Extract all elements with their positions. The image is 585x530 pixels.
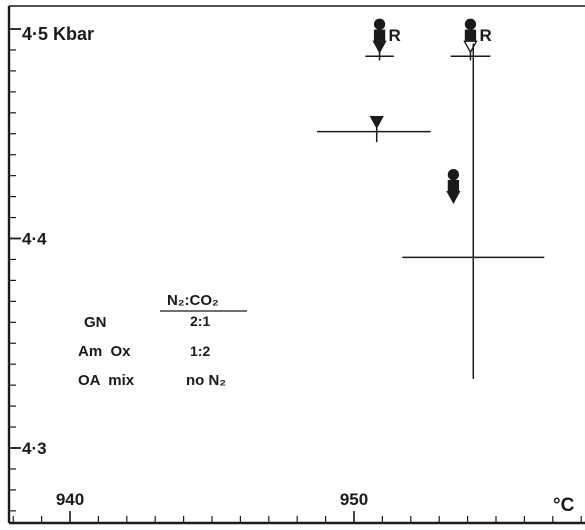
data-point xyxy=(317,116,431,143)
legend-ratio-oamix: no N₂ xyxy=(186,372,226,389)
filled-triangle-marker xyxy=(369,116,384,130)
legend-name-gn: GN xyxy=(84,314,107,331)
legend: N₂:CO₂ GN 2:1 Am Ox 1:2 OA mix no N₂ xyxy=(78,292,247,389)
data-point: R xyxy=(450,18,492,61)
filled-square-marker xyxy=(464,29,477,41)
filled-square-marker xyxy=(447,179,460,192)
legend-name-oamix: OA mix xyxy=(78,372,135,389)
x-tick-label: 940 xyxy=(56,490,84,509)
filled-triangle-marker xyxy=(446,190,461,204)
data-point xyxy=(446,168,461,204)
x-unit-label: °C xyxy=(553,495,575,516)
y-tick-label: 4·4 xyxy=(22,230,47,249)
open-triangle-marker xyxy=(463,40,478,54)
point-label: R xyxy=(389,26,401,45)
tick-labels: 9409509609704·34·4 xyxy=(22,230,368,510)
data-point: R xyxy=(365,18,401,61)
filled-triangle-marker xyxy=(372,40,387,54)
legend-ratio-amox: 1:2 xyxy=(190,343,210,359)
data-point xyxy=(402,43,545,379)
legend-name-amox: Am Ox xyxy=(78,343,131,360)
axes xyxy=(7,5,585,525)
point-label: R xyxy=(479,26,491,45)
filled-square-marker xyxy=(373,29,386,41)
x-tick-label: 950 xyxy=(340,490,368,509)
ticks xyxy=(9,28,582,523)
y-top-label: 4·5 Kbar xyxy=(22,24,94,44)
y-tick-label: 4·3 xyxy=(22,439,47,458)
filled-circle-marker xyxy=(464,18,477,30)
filled-circle-marker xyxy=(373,18,386,30)
legend-ratio-gn: 2:1 xyxy=(190,313,210,329)
filled-circle-marker xyxy=(447,168,460,181)
legend-header: N₂:CO₂ xyxy=(167,292,219,309)
